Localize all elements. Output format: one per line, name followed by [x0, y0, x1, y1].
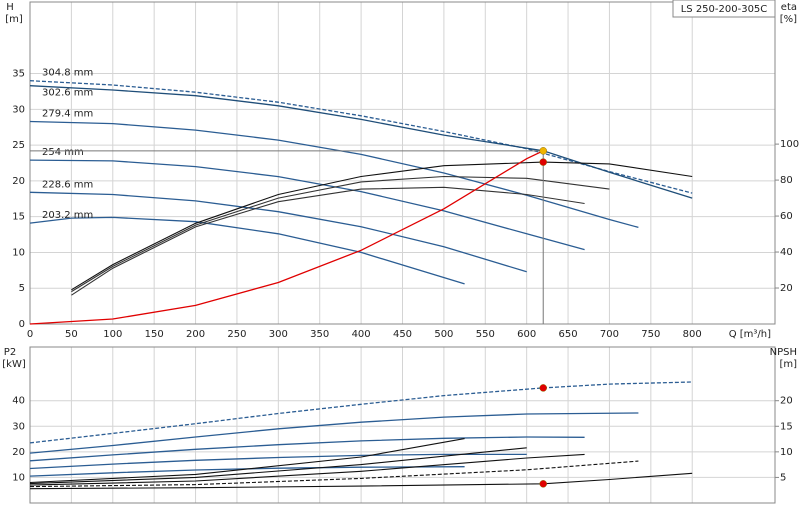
- curve: [29, 191, 527, 273]
- curve: [29, 466, 465, 477]
- curve: [29, 447, 527, 485]
- y-axis-unit: [m]: [5, 14, 23, 25]
- y2-tick-label: 10: [780, 447, 793, 458]
- y-tick-label: 20: [12, 447, 25, 458]
- product-name: LS 250-200-305C: [681, 4, 768, 15]
- curve: [29, 159, 585, 251]
- curve: [71, 161, 693, 291]
- x-tick-label: 650: [559, 329, 578, 340]
- y2-axis-label: NPSH: [770, 347, 797, 358]
- plot-frame: [29, 346, 776, 504]
- curve-label: 279.4 mm: [42, 108, 93, 119]
- y2-axis-label: eta: [781, 2, 797, 13]
- curve-label: 254 mm: [42, 147, 84, 158]
- product-box: [672, 0, 776, 18]
- x-tick-label: 200: [186, 329, 205, 340]
- y2-axis-unit: [%]: [780, 14, 797, 25]
- operating-point: [539, 384, 547, 392]
- x-tick-label: 0: [27, 329, 33, 340]
- x-tick-label: 700: [600, 329, 619, 340]
- x-tick-label: 100: [103, 329, 122, 340]
- curve: [29, 85, 693, 199]
- y-tick-label: 0: [19, 319, 25, 330]
- x-tick-label: 400: [352, 329, 371, 340]
- curve: [29, 460, 639, 488]
- y-axis-label: H: [6, 2, 14, 13]
- curve: [29, 216, 465, 285]
- y-tick-label: 5: [19, 283, 25, 294]
- y-axis-unit: [kW]: [2, 359, 26, 370]
- y-tick-label: 25: [12, 140, 25, 151]
- curve: [29, 412, 639, 454]
- x-axis-label: Q [m³/h]: [729, 329, 771, 340]
- curve: [29, 453, 527, 470]
- x-tick-label: 600: [517, 329, 536, 340]
- curve: [29, 150, 544, 325]
- y-tick-label: 30: [12, 104, 25, 115]
- y-tick-label: 40: [12, 396, 25, 407]
- y2-tick-label: 40: [780, 247, 793, 258]
- curve: [29, 438, 465, 484]
- plot-frame: [29, 1, 776, 325]
- x-tick-label: 350: [310, 329, 329, 340]
- curve: [29, 472, 693, 490]
- x-tick-label: 150: [145, 329, 164, 340]
- x-tick-label: 300: [269, 329, 288, 340]
- curve: [29, 381, 693, 444]
- y-tick-label: 35: [12, 69, 25, 80]
- curve: [29, 436, 585, 462]
- curve-label: 302.6 mm: [42, 88, 93, 99]
- y2-tick-label: 15: [780, 421, 793, 432]
- curve: [71, 186, 585, 296]
- operating-point: [539, 158, 547, 166]
- curve: [29, 453, 585, 486]
- y2-tick-label: 100: [780, 139, 799, 150]
- y2-tick-label: 20: [780, 396, 793, 407]
- x-tick-label: 750: [641, 329, 660, 340]
- operating-point: [539, 147, 547, 155]
- x-tick-label: 550: [476, 329, 495, 340]
- operating-point: [539, 480, 547, 488]
- curve: [29, 120, 639, 229]
- x-tick-label: 50: [65, 329, 78, 340]
- y-tick-label: 30: [12, 421, 25, 432]
- x-tick-label: 450: [393, 329, 412, 340]
- y2-axis-unit: [m]: [779, 359, 797, 370]
- y-tick-label: 10: [12, 247, 25, 258]
- x-tick-label: 800: [683, 329, 702, 340]
- y-tick-label: 15: [12, 212, 25, 223]
- y2-tick-label: 20: [780, 283, 793, 294]
- y-tick-label: 10: [12, 472, 25, 483]
- curve-label: 203.2 mm: [42, 210, 93, 221]
- y2-tick-label: 5: [780, 472, 786, 483]
- x-tick-label: 500: [434, 329, 453, 340]
- curve-label: 228.6 mm: [42, 179, 93, 190]
- y2-tick-label: 60: [780, 211, 793, 222]
- y-axis-label: P2: [4, 347, 16, 358]
- y2-tick-label: 80: [780, 175, 793, 186]
- x-tick-label: 250: [227, 329, 246, 340]
- curve-label: 304.8 mm: [42, 68, 93, 79]
- y-tick-label: 20: [12, 176, 25, 187]
- curve: [71, 175, 610, 293]
